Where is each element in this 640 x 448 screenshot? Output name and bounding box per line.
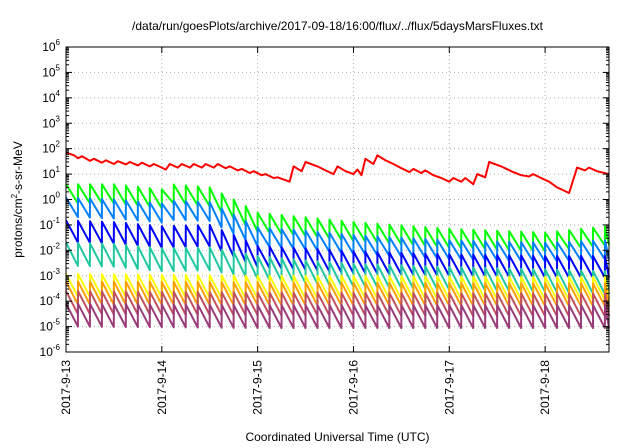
y-tick-base: 10 <box>42 193 56 207</box>
y-axis-label-suffix: -s-sr-MeV <box>11 141 25 194</box>
y-tick-label: 106 <box>42 38 60 54</box>
x-tick-label: 2017-9-13 <box>59 360 73 415</box>
y-tick-exponent: -2 <box>53 241 61 250</box>
series-line-4 <box>65 219 610 279</box>
y-tick-label: 102 <box>42 140 60 156</box>
y-tick-base: 10 <box>40 218 54 232</box>
y-tick-exponent: 3 <box>56 114 61 123</box>
series-line-5 <box>65 242 610 295</box>
y-tick-exponent: -3 <box>53 267 61 276</box>
x-axis-label: Coordinated Universal Time (UTC) <box>245 430 429 444</box>
y-tick-base: 10 <box>42 40 56 54</box>
y-tick-label: 101 <box>42 165 60 181</box>
x-tick-label: 2017-9-18 <box>538 360 552 415</box>
y-tick-label: 104 <box>42 89 60 105</box>
y-tick-base: 10 <box>40 269 54 283</box>
y-tick-exponent: 6 <box>56 38 61 47</box>
chart-title: /data/run/goesPlots/archive/2017-09-18/1… <box>132 19 544 33</box>
x-tick-label: 2017-9-15 <box>251 360 265 415</box>
y-axis-label: protons/cm2-s-sr-MeV <box>10 141 25 257</box>
x-tick-label: 2017-9-17 <box>442 360 456 415</box>
y-tick-base: 10 <box>40 294 54 308</box>
y-tick-base: 10 <box>40 345 54 359</box>
series-line-1 <box>65 151 610 194</box>
y-tick-base: 10 <box>42 91 56 105</box>
y-tick-base: 10 <box>42 167 56 181</box>
y-tick-base: 10 <box>42 65 56 79</box>
y-tick-label: 10-6 <box>40 343 61 359</box>
y-tick-exponent: 4 <box>56 89 61 98</box>
y-tick-base: 10 <box>42 116 56 130</box>
chart-series <box>65 151 610 329</box>
y-tick-label: 105 <box>42 63 60 79</box>
y-tick-exponent: 2 <box>56 140 61 149</box>
y-tick-exponent: -6 <box>53 343 61 352</box>
y-tick-label: 10-5 <box>40 318 61 334</box>
y-tick-label: 100 <box>42 191 60 207</box>
axis-ticks <box>65 46 609 353</box>
y-axis-label-prefix: protons/cm <box>11 198 25 257</box>
y-tick-label: 10-2 <box>40 241 61 257</box>
x-tick-label: 2017-9-14 <box>155 360 169 415</box>
y-tick-exponent: -1 <box>53 216 61 225</box>
y-tick-exponent: -4 <box>53 292 61 301</box>
y-tick-labels: 10-610-510-410-310-210-11001011021031041… <box>40 38 61 359</box>
x-tick-labels: 2017-9-13 2017-9-14 2017-9-15 2017-9-16 2017… <box>59 360 552 415</box>
y-tick-exponent: 1 <box>56 165 61 174</box>
y-tick-label: 10-4 <box>40 292 61 308</box>
y-tick-exponent: -5 <box>53 318 61 327</box>
x-tick-label: 2017-9-16 <box>346 360 360 415</box>
y-tick-base: 10 <box>40 320 54 334</box>
y-tick-exponent: 0 <box>56 191 61 200</box>
y-tick-label: 10-1 <box>40 216 61 232</box>
series-line-9 <box>65 302 610 329</box>
y-tick-base: 10 <box>40 243 54 257</box>
y-tick-exponent: 5 <box>56 63 61 72</box>
series-line-3 <box>65 196 610 263</box>
y-tick-base: 10 <box>42 142 56 156</box>
y-axis-label-sup: 2 <box>10 193 19 198</box>
y-tick-label: 10-3 <box>40 267 61 283</box>
y-tick-label: 103 <box>42 114 60 130</box>
